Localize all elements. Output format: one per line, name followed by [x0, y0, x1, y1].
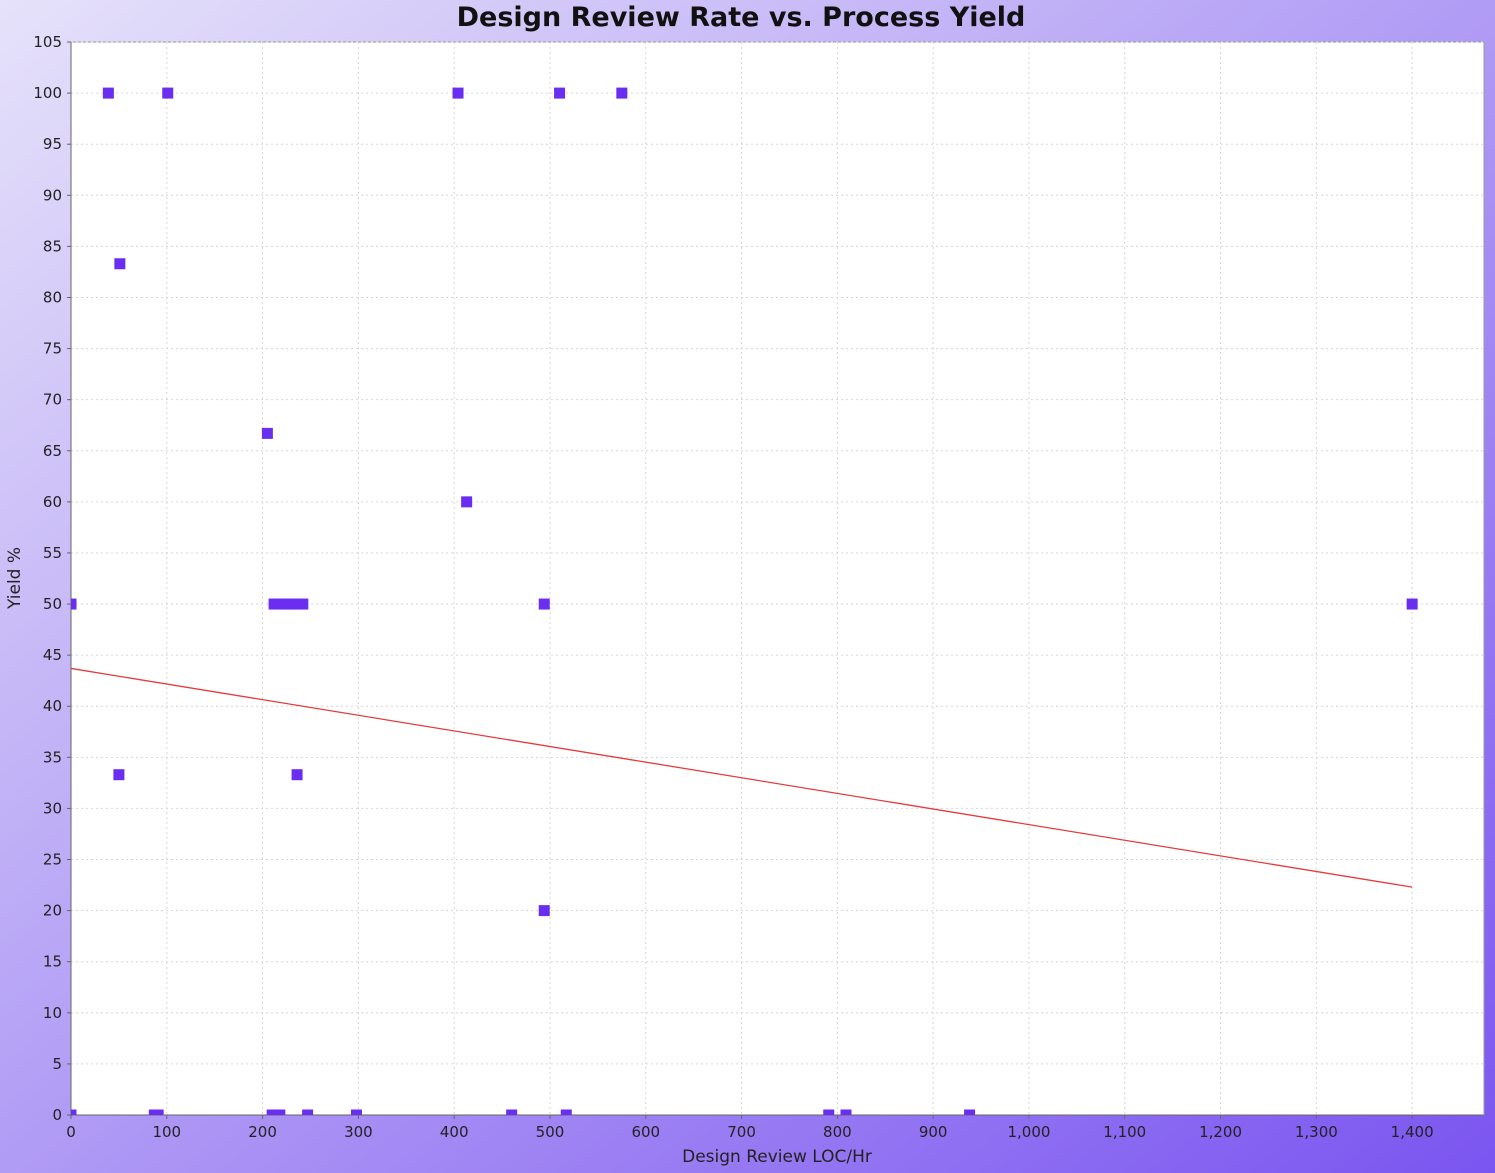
- y-tick-label: 10: [43, 1004, 62, 1022]
- data-point: [302, 1109, 314, 1115]
- x-tick-label: 0: [66, 1123, 76, 1141]
- grid-layer: [71, 41, 1484, 1115]
- data-point: [616, 87, 628, 99]
- data-point: [452, 87, 464, 99]
- data-point: [280, 598, 292, 610]
- data-point: [554, 87, 566, 99]
- data-point: [297, 598, 309, 610]
- x-tick-label: 400: [440, 1123, 469, 1141]
- data-point: [560, 1109, 572, 1115]
- data-point: [102, 87, 114, 99]
- points-layer: [71, 87, 1418, 1115]
- y-tick-label: 65: [43, 442, 62, 460]
- x-tick-label: 1,000: [1007, 1123, 1050, 1141]
- data-point: [461, 496, 473, 508]
- y-axis-title: Yield %: [5, 547, 25, 610]
- y-tick-label: 15: [43, 953, 62, 971]
- x-tick-label: 900: [919, 1123, 948, 1141]
- x-tick-label: 200: [248, 1123, 277, 1141]
- data-point: [291, 769, 303, 781]
- x-tick-label: 500: [536, 1123, 565, 1141]
- y-tick-label: 70: [43, 391, 62, 409]
- y-tick-label: 25: [43, 851, 62, 869]
- x-tick-label: 300: [344, 1123, 373, 1141]
- data-point: [538, 598, 550, 610]
- data-point: [538, 905, 550, 917]
- y-tick-label: 40: [43, 697, 62, 715]
- y-tick-label: 75: [43, 340, 62, 358]
- data-point: [268, 598, 280, 610]
- x-tick-label: 800: [823, 1123, 852, 1141]
- chart-title: Design Review Rate vs. Process Yield: [457, 2, 1026, 33]
- data-point: [71, 598, 77, 610]
- y-tick-label: 5: [52, 1055, 62, 1073]
- plot-area: [70, 41, 1485, 1116]
- data-point: [350, 1109, 362, 1115]
- x-tick-label: 1,300: [1295, 1123, 1338, 1141]
- trend-line: [70, 667, 1413, 888]
- axis-layer: 0 5 10 15 20 25 30 35 40 45 50 55 60 65 70 75 80 85 90 95 10…: [33, 33, 1484, 1141]
- data-point: [840, 1109, 852, 1115]
- data-point: [266, 1109, 278, 1115]
- data-point: [1406, 598, 1418, 610]
- data-point: [152, 1109, 164, 1115]
- y-tick-label: 20: [43, 902, 62, 920]
- data-point: [274, 598, 286, 610]
- data-point: [285, 598, 297, 610]
- data-point: [113, 769, 125, 781]
- data-point: [506, 1109, 518, 1115]
- x-tick-label: 700: [727, 1123, 756, 1141]
- data-point: [114, 258, 126, 270]
- y-tick-label: 35: [43, 748, 62, 766]
- x-tick-label: 600: [631, 1123, 660, 1141]
- trend-layer: [70, 667, 1413, 888]
- y-tick-label: 0: [52, 1106, 62, 1124]
- y-tick-label: 50: [43, 595, 62, 613]
- y-tick-label: 30: [43, 799, 62, 817]
- y-tick-label: 100: [33, 84, 62, 102]
- y-tick-label: 55: [43, 544, 62, 562]
- x-axis-title: Design Review LOC/Hr: [682, 1147, 872, 1167]
- y-tick-label: 105: [33, 33, 62, 51]
- y-tick-label: 85: [43, 237, 62, 255]
- y-tick-label: 90: [43, 186, 62, 204]
- data-point: [261, 427, 273, 439]
- data-point: [71, 1109, 77, 1115]
- data-point: [964, 1109, 976, 1115]
- data-point: [274, 1109, 286, 1115]
- data-point: [291, 598, 303, 610]
- data-point: [162, 87, 174, 99]
- y-tick-label: 95: [43, 135, 62, 153]
- x-tick-label: 1,400: [1391, 1123, 1434, 1141]
- x-tick-label: 1,200: [1199, 1123, 1242, 1141]
- y-tick-label: 80: [43, 288, 62, 306]
- x-tick-label: 1,100: [1103, 1123, 1146, 1141]
- y-tick-label: 60: [43, 493, 62, 511]
- data-point: [823, 1109, 835, 1115]
- x-tick-label: 100: [152, 1123, 181, 1141]
- y-tick-label: 45: [43, 646, 62, 664]
